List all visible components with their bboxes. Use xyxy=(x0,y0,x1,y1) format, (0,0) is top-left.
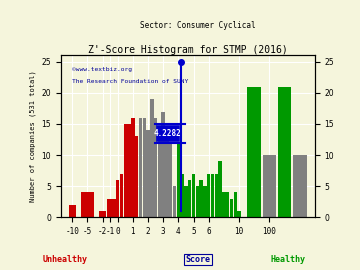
Bar xyxy=(116,180,120,217)
Bar xyxy=(215,174,218,217)
Bar xyxy=(199,180,203,217)
Text: Healthy: Healthy xyxy=(270,255,306,264)
Bar xyxy=(81,193,94,217)
Bar xyxy=(219,161,222,217)
FancyBboxPatch shape xyxy=(156,125,179,141)
Text: The Research Foundation of SUNY: The Research Foundation of SUNY xyxy=(72,79,188,85)
Bar xyxy=(180,174,184,217)
Bar xyxy=(188,180,192,217)
Bar xyxy=(230,199,233,217)
Bar xyxy=(123,124,127,217)
Y-axis label: Number of companies (531 total): Number of companies (531 total) xyxy=(30,70,36,202)
Text: ©www.textbiz.org: ©www.textbiz.org xyxy=(72,67,132,72)
Bar xyxy=(139,118,142,217)
Bar xyxy=(177,143,180,217)
Bar xyxy=(162,112,165,217)
Bar xyxy=(203,186,207,217)
Bar xyxy=(99,211,106,217)
Title: Z'-Score Histogram for STMP (2016): Z'-Score Histogram for STMP (2016) xyxy=(88,45,288,55)
Text: 4.2282: 4.2282 xyxy=(154,129,181,138)
Bar xyxy=(184,186,188,217)
Bar xyxy=(211,174,214,217)
Text: Score: Score xyxy=(185,255,211,264)
Bar xyxy=(107,199,113,217)
Bar xyxy=(195,186,199,217)
Bar xyxy=(111,199,117,217)
Bar xyxy=(222,193,226,217)
Bar xyxy=(69,205,76,217)
Bar xyxy=(226,193,229,217)
Bar xyxy=(131,118,135,217)
Bar xyxy=(146,130,150,217)
Bar xyxy=(135,136,138,217)
Bar xyxy=(150,99,153,217)
Bar xyxy=(237,211,241,217)
Bar xyxy=(247,87,261,217)
Text: Sector: Consumer Cyclical: Sector: Consumer Cyclical xyxy=(140,21,256,30)
Bar xyxy=(169,143,172,217)
Bar xyxy=(154,118,157,217)
Bar xyxy=(120,174,123,217)
Bar xyxy=(192,174,195,217)
Bar xyxy=(165,136,169,217)
Bar xyxy=(158,130,161,217)
Text: Unhealthy: Unhealthy xyxy=(42,255,87,264)
Bar xyxy=(127,124,131,217)
Bar xyxy=(278,87,291,217)
Bar xyxy=(293,155,306,217)
Bar xyxy=(207,174,210,217)
Bar xyxy=(143,118,146,217)
Bar xyxy=(234,193,237,217)
Bar xyxy=(262,155,276,217)
Bar xyxy=(173,186,176,217)
